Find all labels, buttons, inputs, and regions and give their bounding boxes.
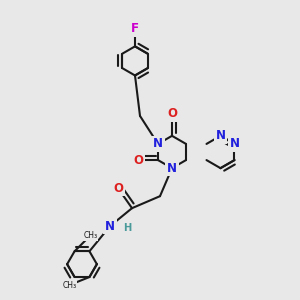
Text: CH₃: CH₃ — [62, 280, 76, 290]
Text: O: O — [113, 182, 123, 195]
Text: F: F — [131, 22, 139, 35]
Text: N: N — [105, 220, 115, 233]
Text: CH₃: CH₃ — [83, 231, 98, 240]
Text: O: O — [167, 107, 177, 120]
Text: H: H — [123, 223, 131, 233]
Text: N: N — [153, 137, 163, 150]
Text: N: N — [167, 162, 177, 175]
Text: N: N — [215, 129, 226, 142]
Text: N: N — [230, 137, 239, 150]
Text: O: O — [133, 154, 143, 166]
